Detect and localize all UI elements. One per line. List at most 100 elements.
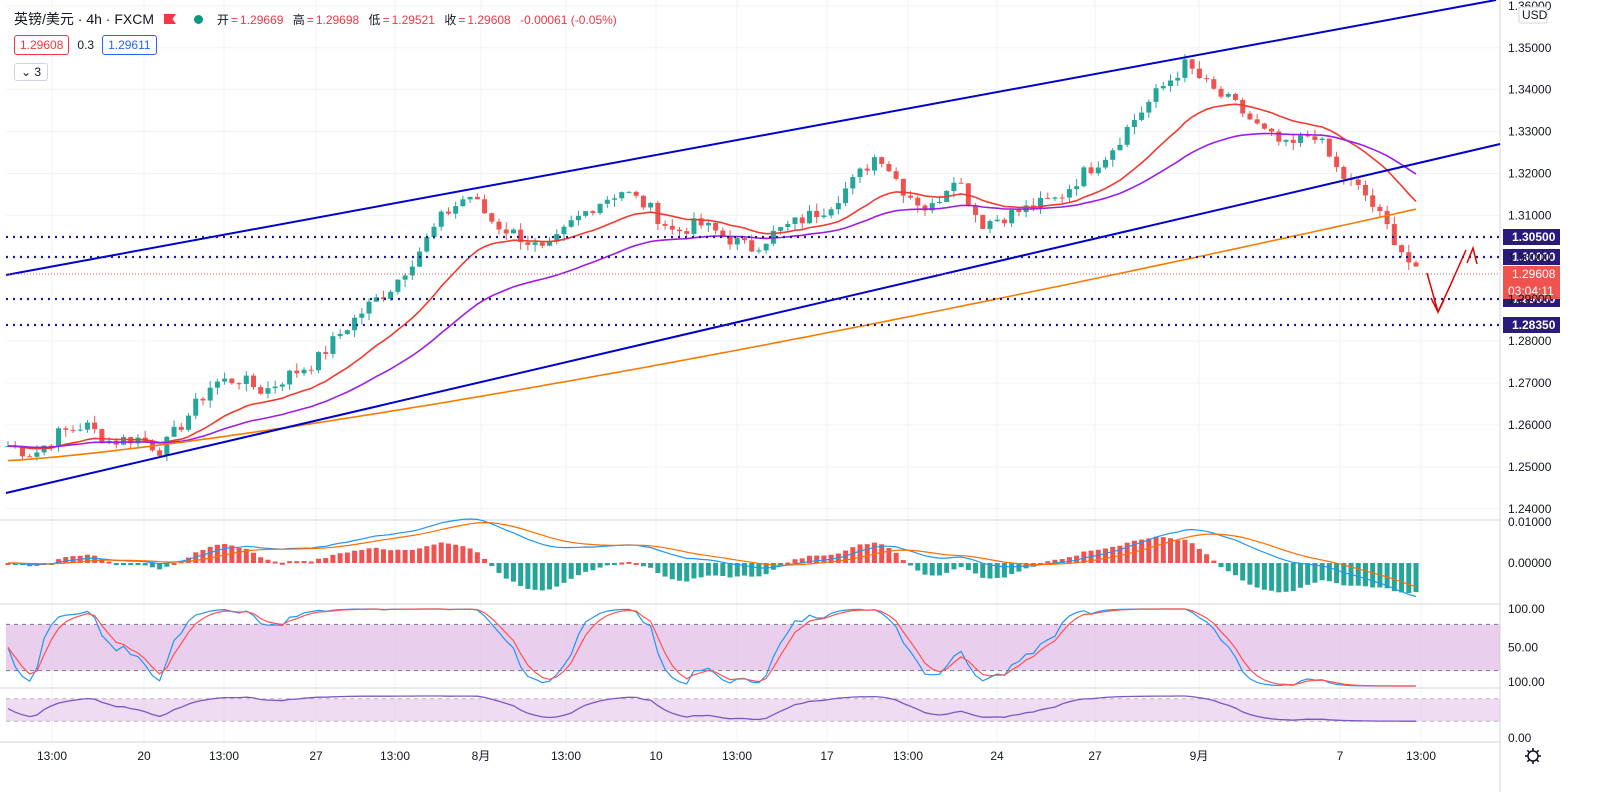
- open-value: 1.29669: [240, 12, 284, 27]
- macd-bar: [929, 563, 935, 576]
- macd-bar: [980, 563, 986, 578]
- price-tick-label: 1.24000: [1508, 502, 1552, 516]
- candle-body: [1066, 189, 1072, 198]
- macd-bar: [1254, 563, 1260, 588]
- price-tick-label: 1.35000: [1508, 41, 1552, 55]
- candle-body: [886, 163, 892, 172]
- candle-body: [315, 352, 321, 371]
- high-value: 1.29698: [315, 12, 360, 27]
- macd-bar: [814, 555, 820, 563]
- macd-bar: [1362, 563, 1368, 587]
- candle-body: [612, 198, 618, 200]
- macd-bar: [626, 561, 632, 564]
- macd-bar: [994, 563, 1000, 578]
- candle-body: [662, 223, 668, 226]
- change-value: -0.00061 (-0.05%): [520, 12, 617, 27]
- candle-body: [1413, 262, 1419, 267]
- candle-body: [749, 240, 755, 252]
- candle-body: [265, 388, 271, 394]
- countdown-label: 03:04:11: [1508, 284, 1554, 298]
- candle-body: [958, 182, 964, 184]
- candle-body: [56, 428, 62, 446]
- macd-bar: [1305, 563, 1311, 585]
- candle-body: [828, 209, 834, 216]
- candle-body: [70, 429, 76, 431]
- candle-body: [900, 178, 906, 196]
- candle-body: [229, 378, 235, 384]
- candle-body: [1406, 252, 1412, 263]
- time-tick-label: 7: [1337, 749, 1344, 763]
- macd-bar: [900, 560, 906, 563]
- candle-body: [308, 369, 314, 371]
- macd-bar: [936, 563, 942, 576]
- symbol-title[interactable]: 英镑/美元 · 4h · FXCM: [14, 11, 155, 27]
- buy-button[interactable]: 1.29611: [102, 35, 157, 55]
- candle-body: [92, 422, 98, 430]
- level-label: 1.30000: [1512, 250, 1556, 264]
- macd-bar: [236, 547, 242, 563]
- macd-bar: [1117, 545, 1123, 563]
- candle-body: [352, 317, 358, 331]
- macd-bar: [431, 544, 437, 563]
- macd-bar: [207, 546, 213, 563]
- sell-button[interactable]: 1.29608: [14, 35, 70, 55]
- price-tick-label: 1.27000: [1508, 376, 1552, 390]
- macd-line: [7, 518, 1417, 598]
- candle-body: [121, 437, 127, 445]
- price-tick-label: 1.29000: [1508, 292, 1552, 306]
- macd-bar: [713, 563, 719, 576]
- rsi-tick-label: 100.00: [1508, 675, 1545, 689]
- macd-bar: [734, 563, 740, 577]
- macd-bar: [944, 563, 950, 573]
- macd-bar: [1384, 563, 1390, 589]
- macd-bar: [1218, 563, 1224, 568]
- candle-body: [99, 429, 105, 443]
- macd-bar: [453, 544, 459, 563]
- macd-bar: [1355, 563, 1361, 586]
- macd-bar: [1153, 536, 1159, 563]
- legend-toggle-button[interactable]: ⌄ 3: [14, 63, 49, 81]
- macd-bar: [1045, 561, 1051, 564]
- macd-bar: [1211, 560, 1217, 563]
- macd-bar: [871, 542, 877, 563]
- candle-body: [1045, 197, 1051, 199]
- candle-body: [380, 297, 386, 299]
- macd-bar: [597, 563, 603, 568]
- macd-bar: [467, 548, 473, 563]
- macd-bar: [214, 544, 220, 563]
- candle-body: [250, 375, 256, 388]
- time-tick-label: 13:00: [893, 749, 923, 763]
- macd-bar: [619, 562, 625, 565]
- candle-body: [323, 352, 329, 354]
- macd-bar: [915, 563, 921, 571]
- candle-body: [359, 313, 365, 318]
- candle-body: [1081, 167, 1087, 187]
- macd-tick-label: 0.01000: [1508, 515, 1552, 529]
- macd-bar: [705, 563, 711, 576]
- candle-body: [157, 450, 163, 456]
- macd-bar: [1406, 563, 1412, 594]
- candle-body: [1297, 135, 1303, 143]
- candle-body: [575, 215, 581, 221]
- candle-body: [806, 210, 812, 224]
- flag-icon[interactable]: [164, 14, 177, 24]
- candle-body: [1059, 197, 1065, 199]
- macd-bar: [1276, 563, 1282, 593]
- macd-bar: [525, 563, 531, 589]
- macd-bar: [1334, 563, 1340, 584]
- candle-body: [864, 168, 870, 171]
- macd-bar: [229, 545, 235, 563]
- candle-body: [893, 171, 899, 179]
- candle-body: [453, 206, 459, 214]
- annotation-arrowhead-up: [1466, 245, 1478, 265]
- macd-bar: [1225, 563, 1231, 572]
- candle-body: [698, 218, 704, 226]
- macd-bar: [409, 549, 415, 563]
- stoch-tick-label: 100.00: [1508, 602, 1545, 616]
- candle-body: [850, 177, 856, 189]
- candle-body: [525, 242, 531, 245]
- gear-icon[interactable]: [1525, 748, 1541, 764]
- macd-bar: [575, 563, 581, 576]
- macd-bar: [691, 563, 697, 579]
